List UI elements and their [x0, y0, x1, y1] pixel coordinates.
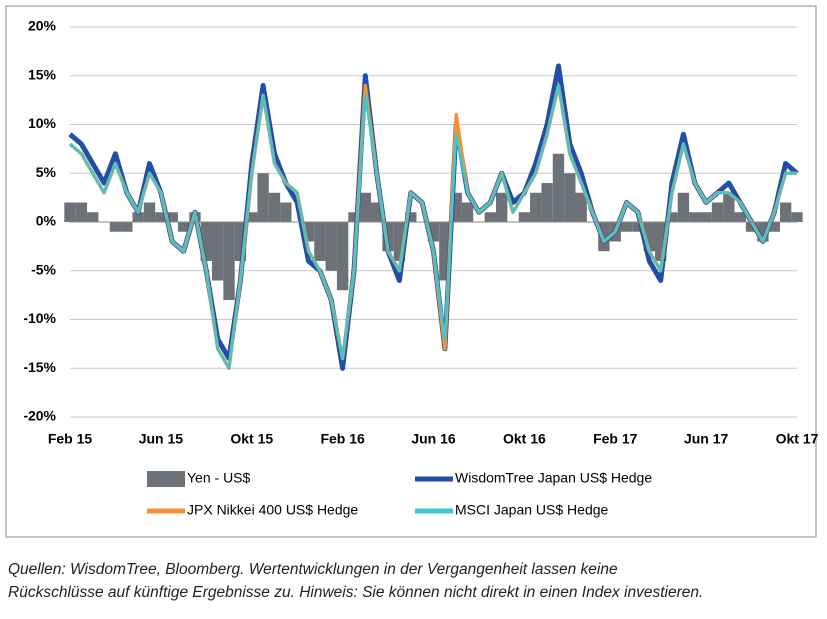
area-bar — [643, 222, 656, 252]
area-bar — [87, 212, 99, 222]
area-bar — [257, 173, 269, 222]
area-bar — [700, 212, 712, 222]
legend-label: WisdomTree Japan US$ Hedge — [455, 470, 652, 486]
area-bar — [405, 212, 417, 222]
area-bar — [620, 222, 633, 232]
y-tick-label: 20% — [28, 18, 57, 34]
series-line — [69, 84, 797, 370]
area-bar — [666, 212, 678, 222]
area-bar — [757, 222, 769, 242]
area-bar — [280, 202, 292, 222]
area-bar — [495, 192, 508, 222]
y-tick-label: -20% — [23, 408, 56, 424]
legend-swatch — [147, 471, 185, 487]
area-bar — [779, 202, 792, 222]
x-tick-label: Okt 15 — [230, 431, 273, 447]
area-bar — [791, 212, 803, 222]
area-bar — [177, 222, 190, 232]
y-tick-label: -5% — [31, 261, 56, 277]
area-bar — [393, 222, 406, 261]
area-bar — [439, 222, 451, 281]
y-tick-label: -10% — [23, 310, 56, 326]
area-bar — [348, 212, 360, 222]
x-tick-label: Okt 17 — [776, 431, 819, 447]
area-bar — [632, 222, 644, 232]
area-bar — [655, 222, 667, 261]
area-bar — [211, 222, 224, 281]
area-bar — [121, 222, 133, 232]
area-bar — [268, 192, 281, 222]
area-bar — [689, 212, 701, 222]
area-bar — [75, 202, 88, 222]
area-bar — [530, 192, 542, 222]
area-bar — [234, 222, 247, 261]
area-bar — [302, 222, 315, 242]
area-bar — [564, 173, 576, 222]
area-bar — [552, 153, 565, 222]
y-tick-label: 0% — [36, 213, 57, 229]
area-bar — [484, 212, 496, 222]
x-tick-label: Jun 15 — [139, 431, 184, 447]
legend-label: JPX Nikkei 400 US$ Hedge — [187, 502, 358, 518]
area-bar — [427, 222, 440, 242]
area-bar — [109, 222, 122, 232]
area-bar — [314, 222, 326, 261]
area-bar — [371, 202, 383, 222]
x-tick-label: Feb 16 — [320, 431, 365, 447]
area-bar — [155, 212, 167, 222]
area-bar — [518, 212, 531, 222]
area-bar — [575, 192, 587, 222]
area-bar — [450, 192, 462, 222]
footnote: Rückschlüsse auf künftige Ergebnisse zu.… — [8, 584, 703, 601]
area-bar — [711, 202, 724, 222]
area-bar — [246, 212, 258, 222]
area-bar — [325, 222, 337, 271]
y-tick-label: 5% — [36, 164, 57, 180]
area-bar — [677, 192, 690, 222]
area-bar — [200, 222, 212, 261]
area-bar — [541, 183, 553, 222]
area-bar — [336, 222, 349, 291]
footnote: Quellen: WisdomTree, Bloomberg. Wertentw… — [8, 561, 618, 578]
area-bar — [132, 212, 144, 222]
x-tick-label: Okt 16 — [503, 431, 546, 447]
area-bar — [223, 222, 235, 300]
area-bar — [143, 202, 156, 222]
area-bar — [723, 192, 735, 222]
x-tick-label: Jun 16 — [411, 431, 456, 447]
area-bar — [734, 212, 746, 222]
area-bar — [64, 202, 76, 222]
legend-label: Yen - US$ — [187, 470, 251, 486]
y-tick-label: -15% — [23, 359, 56, 375]
x-tick-label: Jun 17 — [684, 431, 729, 447]
y-tick-label: 10% — [28, 115, 57, 131]
chart-frame — [5, 5, 817, 538]
x-tick-label: Feb 17 — [593, 431, 638, 447]
area-bar — [166, 212, 178, 222]
area-bar — [461, 202, 474, 222]
x-tick-label: Feb 15 — [48, 431, 93, 447]
area-bar — [768, 222, 780, 232]
y-tick-label: 15% — [28, 66, 57, 82]
legend-label: MSCI Japan US$ Hedge — [455, 502, 609, 518]
area-bar — [359, 192, 372, 222]
